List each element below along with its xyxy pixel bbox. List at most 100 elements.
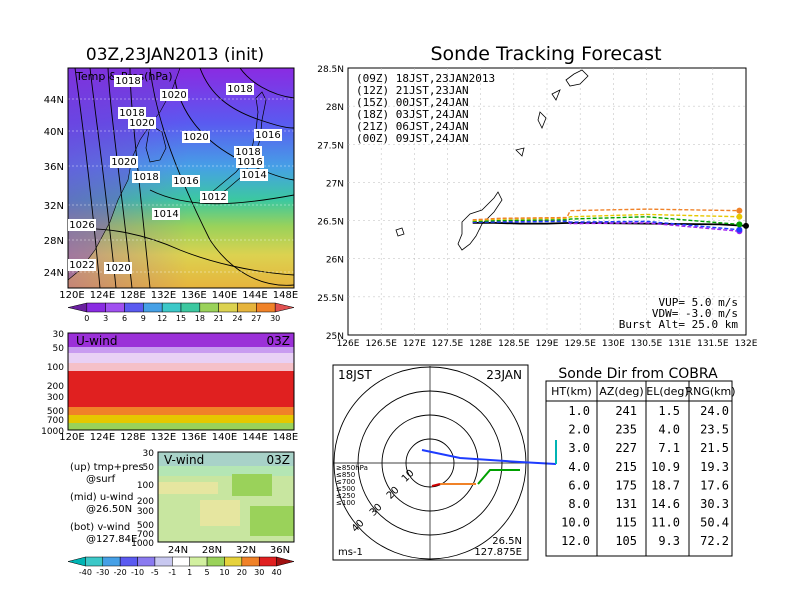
u-p-label: 100 bbox=[47, 363, 64, 373]
track-lon-label: 131E bbox=[668, 339, 691, 349]
table-cell: 227 bbox=[615, 441, 637, 455]
undefined-tick: -30 bbox=[96, 568, 109, 577]
undefined-tick: -40 bbox=[79, 568, 92, 577]
v-p-label: 300 bbox=[137, 507, 154, 517]
polar-level-label: ≤500 bbox=[336, 485, 355, 493]
table-cell: 175 bbox=[615, 478, 637, 492]
track-lat-label: 26N bbox=[326, 256, 344, 266]
track-lon-label: 127.5E bbox=[432, 339, 464, 349]
isobar-label-box bbox=[236, 156, 264, 168]
table-cell: 21.5 bbox=[700, 441, 729, 455]
islet-coast bbox=[395, 227, 405, 237]
track-lon-label: 127E bbox=[403, 339, 426, 349]
u-lon-labels: 120E 124E 128E 132E 136E 140E 144E 148E bbox=[59, 432, 298, 443]
isobar-label-box bbox=[104, 262, 132, 274]
hodograph-jet bbox=[421, 449, 557, 465]
undefined-tick: -10 bbox=[131, 568, 144, 577]
isobar-label: 1020 bbox=[129, 118, 154, 129]
isobar-label: 1020 bbox=[183, 132, 208, 143]
u-p-label: 200 bbox=[47, 382, 64, 392]
isobar-label: 1018 bbox=[133, 172, 158, 183]
map-lon-label: 132E bbox=[151, 290, 176, 301]
track-lon-label: 131.5E bbox=[697, 339, 729, 349]
table-cell: 1.0 bbox=[568, 404, 590, 418]
track-chart bbox=[347, 67, 749, 336]
undefined-swatch bbox=[180, 302, 201, 313]
track-lat-labels: 28.5N 28N 27.5N 27N 26.5N 26N 25.5N 25N bbox=[317, 65, 344, 342]
u-lon-label: 148E bbox=[273, 432, 298, 443]
track-lon-labels: 126E 126.5E 127E 127.5E 128E 128.5E 129E 129.5E… bbox=[337, 339, 758, 349]
u-p-label: 300 bbox=[47, 393, 64, 403]
track-legend-entry: (15Z) 00JST,24JAN bbox=[356, 96, 469, 109]
u-p-label: 500 bbox=[47, 407, 64, 417]
v-wind-time: 03Z bbox=[267, 453, 291, 467]
track-lat-label: 26.5N bbox=[317, 218, 344, 228]
table-cell: 17.6 bbox=[700, 478, 729, 492]
isobar-label: 1026 bbox=[69, 220, 94, 231]
panel-note: @127.84E bbox=[86, 534, 137, 545]
table-cell: 7.1 bbox=[658, 441, 680, 455]
undefined-swatch bbox=[256, 302, 276, 313]
track-series bbox=[472, 207, 749, 235]
map-lat-label: 28N bbox=[44, 236, 64, 247]
land-japan bbox=[198, 91, 267, 201]
isobar-label: 1014 bbox=[241, 170, 266, 181]
track-lon-label: 126.5E bbox=[365, 339, 397, 349]
track-legend: (09Z) 18JST,23JAN2013(12Z) 21JST,23JAN(1… bbox=[356, 72, 495, 145]
hodograph-mid bbox=[477, 469, 520, 485]
undefined-swatch bbox=[154, 556, 173, 567]
table-cell: 2.0 bbox=[568, 423, 590, 437]
land-korea bbox=[145, 124, 167, 163]
table-header: EL(deg) bbox=[646, 385, 688, 398]
polar-level-label: ≥850hPa bbox=[336, 464, 368, 472]
polar-lat: 26.5N bbox=[492, 536, 522, 547]
table-cell: 50.4 bbox=[700, 516, 729, 530]
isobar-label: 1018 bbox=[119, 108, 144, 119]
map-lon-label: 128E bbox=[120, 290, 145, 301]
temp-colorbar: 0 3 6 9 12 15 18 21 24 27 30 bbox=[67, 302, 295, 323]
table-cell: 3.0 bbox=[568, 441, 590, 455]
undefined-swatch bbox=[199, 302, 219, 313]
u-p-label: 50 bbox=[53, 344, 65, 354]
right-title: Sonde Tracking Forecast bbox=[430, 43, 661, 65]
isobar-label: 1012 bbox=[201, 192, 226, 203]
track-endpoint bbox=[736, 221, 743, 228]
track-lat-label: 28N bbox=[326, 103, 344, 113]
undefined-swatch bbox=[274, 302, 295, 313]
undefined-tick: 5 bbox=[205, 568, 210, 577]
isobar-label: 1018 bbox=[235, 147, 260, 158]
table-cell: 10.0 bbox=[561, 516, 590, 530]
undefined-tick: 20 bbox=[237, 568, 247, 577]
undefined-swatch bbox=[105, 302, 125, 313]
track-lon-label: 132E bbox=[735, 339, 758, 349]
cobra-table: Sonde Dir from COBRA bbox=[545, 366, 733, 557]
isobar-label-box bbox=[182, 131, 210, 143]
table-cell: 72.2 bbox=[700, 534, 729, 548]
undefined-swatch bbox=[258, 556, 277, 567]
table-cell: 131 bbox=[615, 497, 637, 511]
map-lon-label: 124E bbox=[90, 290, 115, 301]
undefined-tick: 30 bbox=[270, 314, 280, 323]
left-title: 03Z,23JAN2013 (init) bbox=[86, 45, 264, 65]
undefined-swatch bbox=[67, 556, 86, 567]
table-cell: 24.0 bbox=[700, 404, 729, 418]
undefined-swatch bbox=[137, 556, 156, 567]
hodograph-sfc bbox=[431, 483, 441, 487]
isobar-label: 1022 bbox=[69, 260, 94, 271]
undefined-tick: 40 bbox=[272, 568, 282, 577]
isobar-label-box bbox=[118, 107, 146, 119]
undefined-tick: 9 bbox=[141, 314, 146, 323]
isobar-label: 1016 bbox=[237, 157, 262, 168]
track-line bbox=[472, 219, 740, 232]
isobar-label: 1020 bbox=[161, 90, 186, 101]
panel-note: (mid) u-wind bbox=[70, 492, 133, 503]
undefined-tick: 27 bbox=[251, 314, 261, 323]
isobar-label: 1018 bbox=[227, 84, 252, 95]
isobar-label-box bbox=[240, 169, 268, 181]
track-lon-label: 128.5E bbox=[498, 339, 530, 349]
table-cell: 1.5 bbox=[658, 404, 680, 418]
v-p-label: 200 bbox=[137, 497, 154, 507]
table-cell: 4.0 bbox=[658, 423, 680, 437]
isobar-label: 1016 bbox=[255, 130, 280, 141]
panel-note: @surf bbox=[86, 474, 116, 485]
